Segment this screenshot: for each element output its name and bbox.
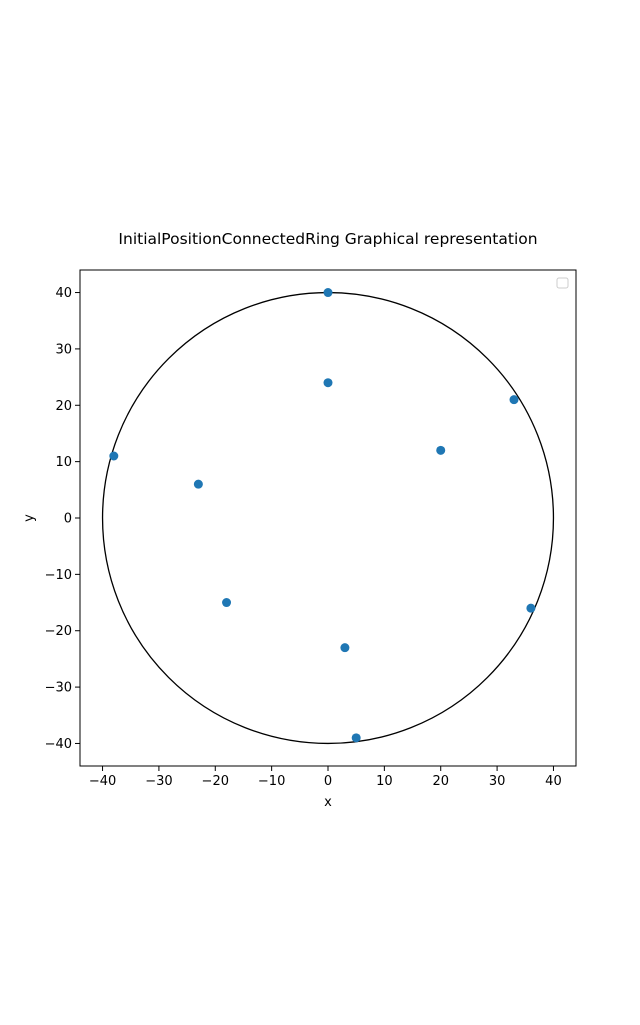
data-point (340, 643, 350, 653)
plot-area (101, 288, 555, 745)
legend-box (556, 277, 569, 289)
axes-frame (79, 269, 577, 767)
data-point (222, 598, 232, 608)
data-point (109, 451, 119, 461)
x-tick-label: −30 (145, 774, 172, 789)
x-tick-label: −20 (202, 774, 229, 789)
x-tick-label: 0 (324, 774, 332, 789)
x-tick-label: 40 (545, 774, 562, 789)
data-point (526, 603, 536, 613)
x-tick-label: 20 (432, 774, 449, 789)
y-tick-label: 0 (64, 512, 72, 527)
data-point (509, 395, 519, 405)
x-tick-label: 30 (489, 774, 506, 789)
x-tick-label: −10 (258, 774, 285, 789)
y-tick-label: 10 (55, 455, 72, 470)
y-tick-label: 20 (55, 399, 72, 414)
chart-title: InitialPositionConnectedRing Graphical r… (118, 230, 537, 248)
x-tick-label: 10 (376, 774, 393, 789)
y-tick-label: 40 (55, 286, 72, 301)
x-axis-label: x (324, 795, 332, 810)
data-point (351, 733, 361, 743)
y-tick-label: −10 (45, 568, 72, 583)
x-tick-label: −40 (89, 774, 116, 789)
y-tick-label: −40 (45, 737, 72, 752)
ring-circle (101, 291, 555, 745)
axis-ticks: −40 −30 −20 −10 0 10 20 30 40 −40 −30 −20 −10 0 10 20 30… (45, 286, 562, 789)
y-axis-label: y (22, 514, 37, 522)
y-tick-label: 30 (55, 342, 72, 357)
data-point (436, 445, 446, 455)
y-tick-label: −30 (45, 681, 72, 696)
data-point (323, 378, 333, 388)
data-point (323, 288, 333, 298)
y-tick-label: −20 (45, 624, 72, 639)
data-point (193, 479, 203, 489)
